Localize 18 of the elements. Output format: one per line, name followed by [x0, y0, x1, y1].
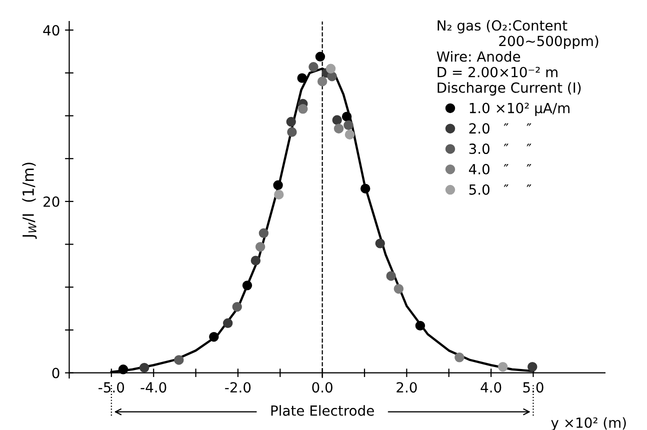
x-tick-label: 0.0 [312, 382, 332, 393]
x-tick-label: 2.0 [396, 382, 417, 393]
legend-label: 2.0 ″ ″ [469, 123, 532, 134]
x-tick-label: -2.0 [225, 382, 251, 393]
x-tick-label: 5.0 [523, 382, 544, 393]
y-axis-title: J$_{W}$/I (1/m) [22, 162, 37, 239]
x-tick-label: -5.0 [98, 382, 124, 393]
x-tick-label: -4.0 [140, 382, 166, 393]
y-tick-label: 40 [43, 25, 60, 36]
y-tick-label: 20 [44, 196, 60, 207]
x-tick-label: 4.0 [480, 382, 502, 393]
legend-label: 1.0 ×10² μA/m [470, 102, 570, 116]
y-tick-label: 0 [52, 368, 60, 378]
legend-label: 3.0 ″ ″ [469, 144, 532, 154]
legend-label: 4.0 ″ ″ [468, 164, 532, 174]
legend-title: N₂ gas (O₂:Content 200~500ppm) Wire: Anode D = 2.00×10⁻² m Discharge Current (I) [436, 20, 598, 96]
legend-label: 5.0 ″ ″ [469, 184, 532, 195]
text: Plate Electrode [271, 405, 374, 416]
